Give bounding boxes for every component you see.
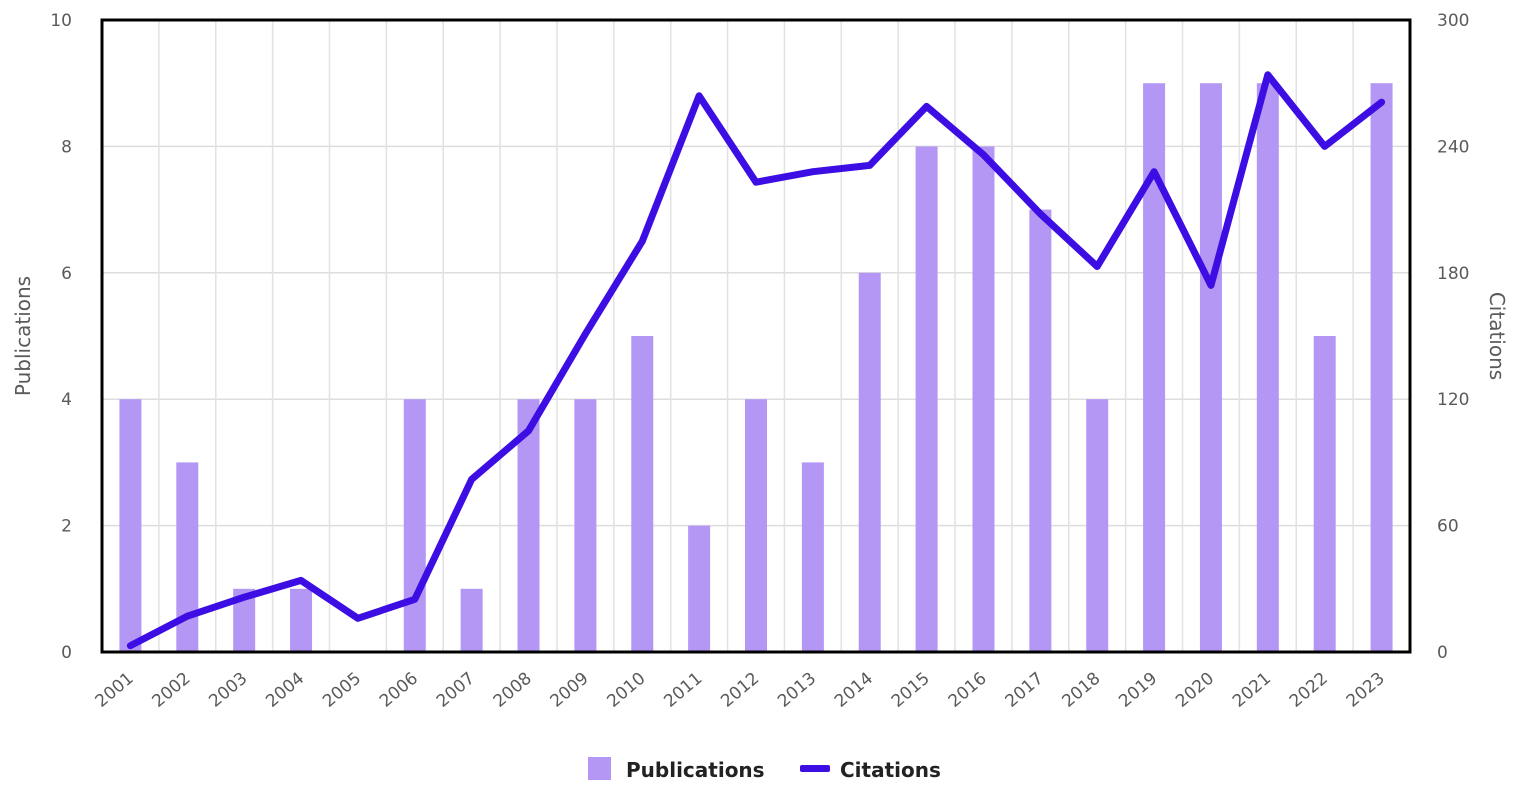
citations-point-2016: [980, 151, 987, 158]
citations-point-2013: [809, 168, 816, 175]
left-tick-label: 0: [61, 643, 72, 663]
left-axis-title: Publications: [11, 276, 35, 396]
x-tick-label-2009: 2009: [547, 669, 593, 712]
citations-point-2020: [1207, 282, 1214, 289]
left-tick-label: 4: [61, 390, 72, 410]
publications-bar-2003: [233, 588, 256, 652]
legend-citations-swatch: [800, 765, 830, 772]
publications-bar-2011: [688, 525, 711, 652]
plot-frame: [100, 18, 1412, 654]
publications-bar-2002: [176, 462, 199, 652]
citations-point-2008: [525, 427, 532, 434]
right-axis-title: Citations: [1485, 292, 1509, 380]
x-tick-label-2013: 2013: [774, 669, 820, 712]
citations-point-2017: [1037, 210, 1044, 217]
citations-point-2006: [411, 596, 418, 603]
x-tick-label-2006: 2006: [376, 669, 422, 712]
right-tick-label: 300: [1437, 11, 1469, 31]
left-tick-label: 10: [50, 11, 72, 31]
publications-bar-2020: [1199, 83, 1222, 652]
x-tick-label-2007: 2007: [433, 669, 479, 712]
right-tick-label: 180: [1437, 264, 1469, 284]
right-tick-label: 240: [1437, 137, 1469, 157]
x-tick-label-2018: 2018: [1058, 669, 1104, 712]
citations-point-2014: [866, 162, 873, 169]
citations-point-2004: [298, 577, 305, 584]
left-tick-label: 2: [61, 517, 72, 537]
publications-bar-2018: [1086, 399, 1109, 652]
x-tick-label-2012: 2012: [717, 669, 763, 712]
x-tick-label-2016: 2016: [945, 669, 991, 712]
left-tick-label: 6: [61, 264, 72, 284]
publications-bar-2013: [801, 462, 824, 652]
citations-point-2002: [184, 613, 191, 620]
citations-point-2015: [923, 103, 930, 110]
publications-bar-2022: [1313, 336, 1336, 652]
left-tick-label: 8: [61, 137, 72, 157]
x-tick-label-2008: 2008: [490, 669, 536, 712]
publications-bar-2012: [745, 399, 767, 652]
legend: Publications Citations: [588, 757, 941, 782]
citations-point-2011: [696, 92, 703, 99]
x-tick-label-2015: 2015: [888, 669, 934, 712]
x-axis-ticks: 2001 2002 2003 2004 2005 2006 2007 2008 2009 2010…: [92, 669, 1389, 712]
x-tick-label-2022: 2022: [1286, 669, 1332, 712]
citations-point-2003: [241, 594, 248, 601]
publications-bar-2006: [403, 399, 426, 652]
right-tick-label: 120: [1437, 390, 1469, 410]
x-tick-label-2011: 2011: [660, 669, 706, 712]
x-tick-label-2014: 2014: [831, 669, 877, 712]
x-tick-label-2002: 2002: [149, 669, 195, 712]
citations-point-2007: [468, 476, 475, 483]
x-tick-label-2021: 2021: [1229, 669, 1275, 712]
x-tick-label-2010: 2010: [603, 669, 649, 712]
citations-point-2018: [1094, 263, 1101, 270]
citations-point-2022: [1321, 143, 1328, 150]
right-tick-label: 60: [1437, 517, 1459, 537]
publications-bar-2023: [1370, 83, 1393, 652]
publications-bar-2015: [915, 146, 938, 652]
x-tick-label-2020: 2020: [1172, 669, 1218, 712]
x-tick-label-2005: 2005: [319, 669, 365, 712]
publications-bar-2017: [1029, 209, 1052, 652]
x-tick-label-2017: 2017: [1002, 669, 1048, 712]
legend-publications-label: Publications: [626, 758, 765, 782]
publications-bar-2010: [631, 336, 654, 652]
citations-point-2001: [127, 642, 134, 649]
x-tick-label-2004: 2004: [262, 669, 308, 712]
publications-bar-2019: [1143, 83, 1166, 652]
citations-point-2005: [354, 615, 361, 622]
left-axis-ticks: 0 2 4 6 8 10: [50, 11, 72, 663]
citations-point-2012: [753, 179, 759, 186]
publications-bar-2016: [972, 146, 995, 652]
publications-bar-2007: [460, 588, 483, 652]
x-tick-label-2019: 2019: [1115, 669, 1161, 712]
x-tick-label-2003: 2003: [205, 669, 251, 712]
publications-bar-2021: [1256, 83, 1279, 652]
right-axis-ticks: 0 60 120 180 240 300: [1437, 11, 1469, 663]
citations-point-2023: [1378, 99, 1385, 106]
legend-publications-swatch: [588, 757, 611, 780]
publications-bar-2008: [517, 399, 540, 652]
right-tick-label: 0: [1437, 643, 1448, 663]
citations-point-2019: [1151, 168, 1158, 175]
citations-point-2009: [582, 330, 589, 337]
x-tick-label-2023: 2023: [1343, 669, 1389, 712]
citations-point-2021: [1264, 71, 1271, 78]
citations-line-layer: [126, 71, 1386, 650]
publications-bar-2014: [858, 272, 881, 652]
x-tick-label-2001: 2001: [92, 669, 138, 712]
citations-point-2010: [639, 238, 646, 245]
publications-bar-2001: [119, 399, 142, 652]
publications-bars: [119, 83, 1393, 652]
publications-bar-2004: [290, 588, 313, 652]
plot-border: [100, 18, 1412, 654]
legend-citations-label: Citations: [840, 758, 941, 782]
publications-bar-2009: [574, 399, 597, 652]
